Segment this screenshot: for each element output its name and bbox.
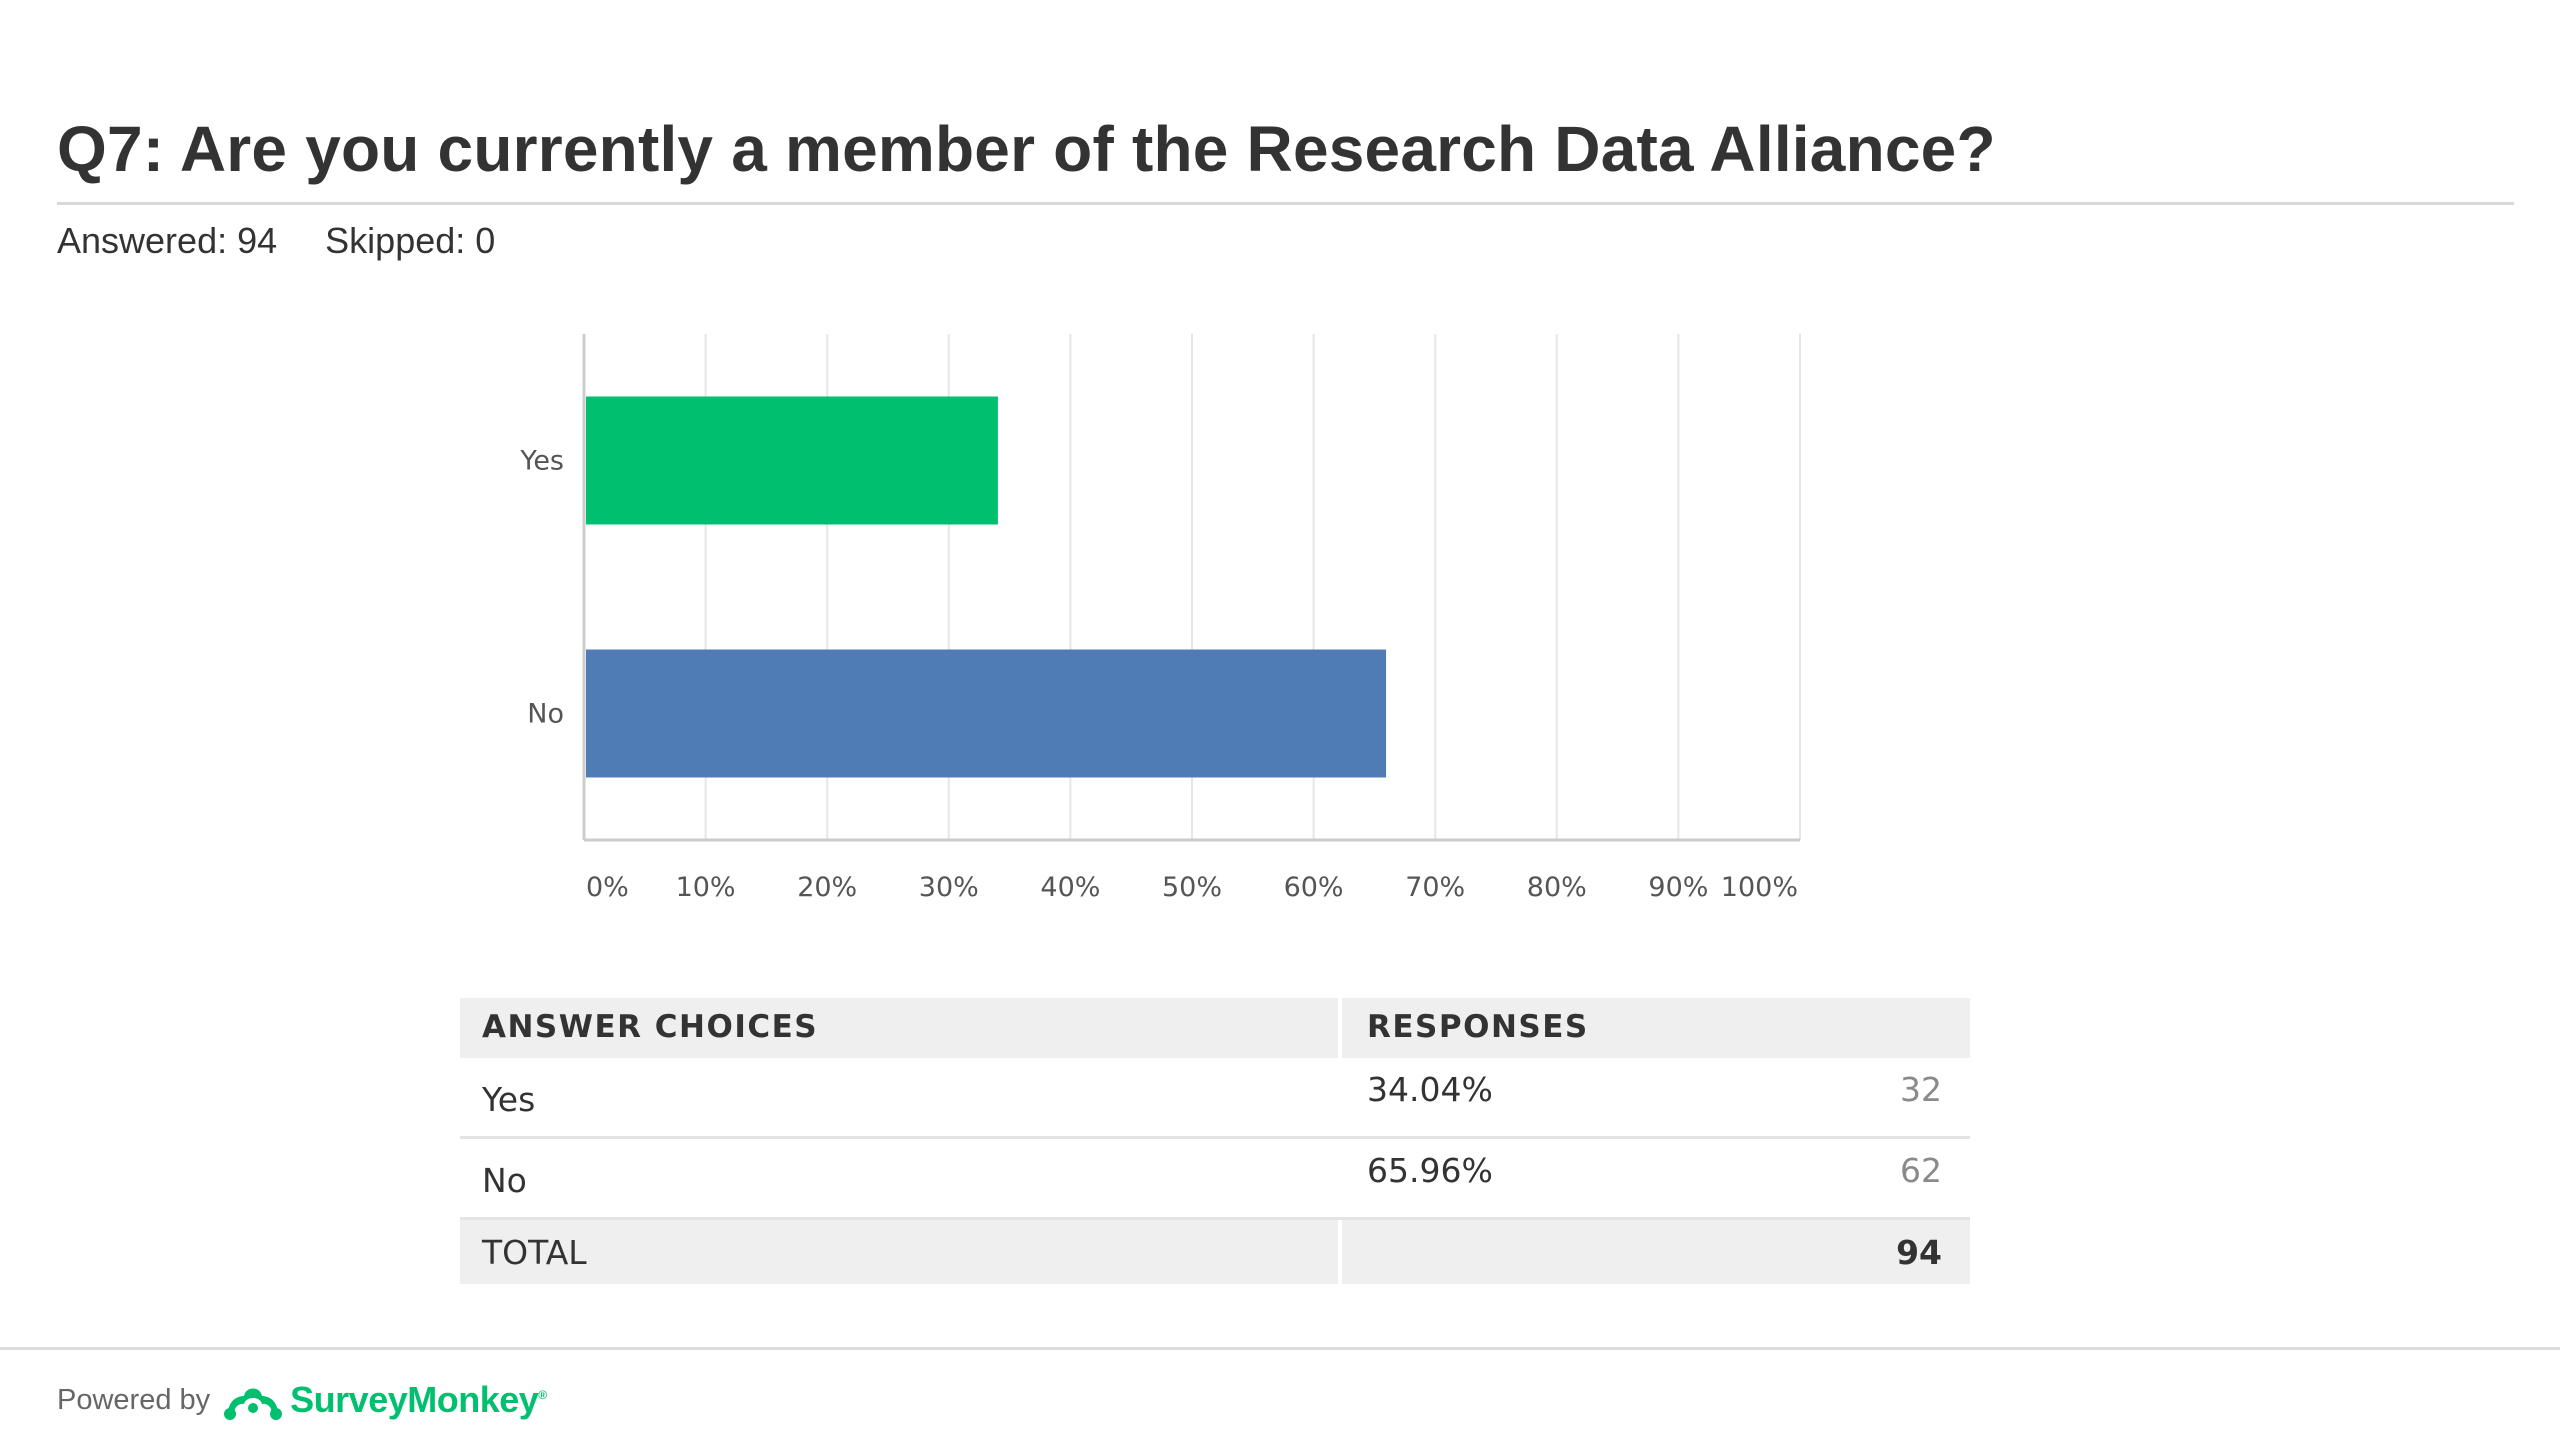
powered-by-label: Powered by — [57, 1383, 211, 1416]
x-tick-label: 50% — [1162, 872, 1222, 903]
table-row: No 65.96% 62 — [460, 1139, 1970, 1220]
x-tick-label: 70% — [1405, 872, 1465, 903]
row-count: 32 — [1900, 1070, 1942, 1109]
row-label: No — [482, 1161, 527, 1200]
row-count: 62 — [1900, 1151, 1942, 1190]
column-divider — [1338, 998, 1342, 1058]
header-responses: RESPONSES — [1367, 1009, 1589, 1045]
surveymonkey-logo-icon — [224, 1388, 283, 1420]
total-label: TOTAL — [482, 1233, 587, 1272]
y-category-label: No — [527, 699, 564, 730]
results-table: ANSWER CHOICES RESPONSES Yes 34.04% 32 N… — [460, 998, 1970, 1284]
x-tick-label: 90% — [1648, 872, 1708, 903]
question-title: Q7: Are you currently a member of the Re… — [57, 113, 1996, 185]
y-category-label: Yes — [519, 446, 564, 477]
table-row: Yes 34.04% 32 — [460, 1058, 1970, 1139]
title-divider — [57, 202, 2514, 205]
bar-chart: 0% 10% 20% 30% 40% 50% 60% 70% 80% 90% 100% Yes No — [519, 334, 1801, 903]
x-tick-label: 20% — [797, 872, 857, 903]
header-answer-choices: ANSWER CHOICES — [482, 1009, 819, 1045]
answered-count: Answered: 94 — [57, 220, 278, 261]
x-tick-label: 30% — [919, 872, 979, 903]
x-tick-label: 80% — [1527, 872, 1587, 903]
x-tick-label: 100% — [1721, 872, 1798, 903]
x-tick-label: 0% — [586, 872, 629, 903]
x-tick-label: 10% — [676, 872, 736, 903]
table-total-row: TOTAL 94 — [460, 1220, 1970, 1284]
response-summary: Answered: 94 Skipped: 0 — [57, 220, 495, 262]
row-percent: 34.04% — [1367, 1070, 1493, 1109]
footer-divider — [0, 1347, 2560, 1350]
total-count: 94 — [1896, 1233, 1942, 1272]
x-tick-label: 40% — [1040, 872, 1100, 903]
column-divider — [1338, 1220, 1342, 1284]
bar-no — [586, 649, 1387, 778]
bar-yes — [586, 396, 998, 525]
x-tick-label: 60% — [1284, 872, 1344, 903]
footer: Powered by SurveyMonkey® — [57, 1370, 547, 1430]
table-header: ANSWER CHOICES RESPONSES — [460, 998, 1970, 1058]
skipped-count: Skipped: 0 — [325, 220, 496, 261]
brand-name: SurveyMonkey — [290, 1379, 539, 1420]
row-percent: 65.96% — [1367, 1151, 1493, 1190]
surveymonkey-brand: SurveyMonkey® — [290, 1379, 547, 1420]
row-label: Yes — [482, 1080, 536, 1119]
